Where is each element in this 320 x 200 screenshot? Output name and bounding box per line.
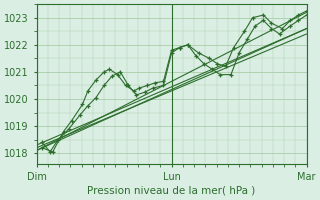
X-axis label: Pression niveau de la mer( hPa ): Pression niveau de la mer( hPa ) <box>87 186 256 196</box>
